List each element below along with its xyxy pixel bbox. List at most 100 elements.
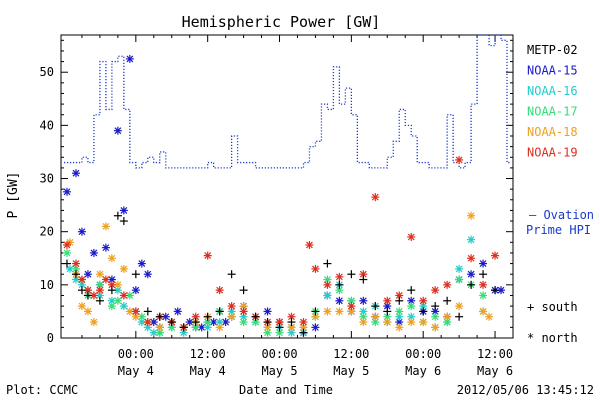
point-noaa-15 bbox=[137, 259, 146, 268]
x-tick-label: 00:00 bbox=[118, 347, 154, 361]
x-tick-date: May 6 bbox=[477, 364, 513, 378]
point-noaa-19 bbox=[62, 240, 71, 249]
footer-timestamp: 2012/05/06 13:45:12 bbox=[457, 383, 594, 397]
point-noaa-15 bbox=[125, 54, 134, 63]
point-noaa-19 bbox=[95, 286, 104, 295]
chart-title: Hemispheric Power [GW] bbox=[182, 13, 381, 31]
point-noaa-15 bbox=[89, 248, 98, 257]
point-metp-02 bbox=[263, 318, 272, 327]
point-noaa-19 bbox=[479, 280, 488, 289]
point-metp-02 bbox=[203, 312, 212, 321]
ovation-label-line1: — Ovation bbox=[529, 208, 594, 222]
legend-noaa-17: NOAA-17 bbox=[527, 105, 578, 119]
point-metp-02 bbox=[395, 296, 404, 305]
x-tick-date: May 4 bbox=[190, 364, 226, 378]
ovation-label-line2: Prime HPI bbox=[526, 223, 591, 237]
point-noaa-19 bbox=[71, 259, 80, 268]
point-noaa-19 bbox=[131, 307, 140, 316]
point-noaa-18 bbox=[407, 318, 416, 327]
point-noaa-18 bbox=[77, 302, 86, 311]
point-noaa-16 bbox=[467, 235, 476, 244]
point-metp-02 bbox=[71, 270, 80, 279]
point-noaa-15 bbox=[119, 206, 128, 215]
point-metp-02 bbox=[419, 307, 428, 316]
point-noaa-19 bbox=[77, 275, 86, 284]
point-noaa-15 bbox=[467, 270, 476, 279]
point-noaa-16 bbox=[407, 312, 416, 321]
point-noaa-18 bbox=[323, 307, 332, 316]
plot-frame bbox=[60, 34, 514, 339]
point-noaa-17 bbox=[275, 328, 284, 337]
point-noaa-18 bbox=[227, 312, 236, 321]
point-noaa-18 bbox=[455, 302, 464, 311]
point-noaa-18 bbox=[107, 254, 116, 263]
ovation-label: — Ovation Prime HPI bbox=[526, 208, 594, 237]
point-metp-02 bbox=[62, 259, 71, 268]
point-noaa-18 bbox=[95, 270, 104, 279]
legend-noaa-18: NOAA-18 bbox=[527, 125, 578, 139]
point-noaa-15 bbox=[335, 296, 344, 305]
point-metp-02 bbox=[191, 318, 200, 327]
point-metp-02 bbox=[167, 318, 176, 327]
point-noaa-15 bbox=[131, 286, 140, 295]
point-noaa-18 bbox=[83, 307, 92, 316]
point-metp-02 bbox=[335, 280, 344, 289]
point-noaa-16 bbox=[119, 302, 128, 311]
point-noaa-19 bbox=[299, 318, 308, 327]
point-noaa-16 bbox=[323, 291, 332, 300]
point-noaa-15 bbox=[143, 270, 152, 279]
point-metp-02 bbox=[251, 312, 260, 321]
point-noaa-18 bbox=[335, 307, 344, 316]
point-noaa-17 bbox=[167, 323, 176, 332]
y-tick-label: 10 bbox=[40, 278, 54, 292]
point-noaa-17 bbox=[323, 275, 332, 284]
point-metp-02 bbox=[179, 323, 188, 332]
point-noaa-17 bbox=[395, 307, 404, 316]
point-noaa-17 bbox=[407, 302, 416, 311]
footer-plot-credit: Plot: CCMC bbox=[6, 383, 78, 397]
point-noaa-15 bbox=[263, 307, 272, 316]
legend-noaa-15: NOAA-15 bbox=[527, 64, 578, 78]
point-noaa-18 bbox=[155, 323, 164, 332]
point-noaa-15 bbox=[113, 126, 122, 135]
point-noaa-15 bbox=[479, 259, 488, 268]
y-tick-label: 50 bbox=[40, 65, 54, 79]
point-noaa-19 bbox=[371, 193, 380, 202]
point-noaa-15 bbox=[221, 318, 230, 327]
x-axis: 00:00 May 4 12:00 May 4 00:00 May 5 12:00 May 5… bbox=[81, 35, 513, 378]
point-noaa-18 bbox=[419, 318, 428, 327]
point-noaa-16 bbox=[395, 312, 404, 321]
point-noaa-17 bbox=[455, 275, 464, 284]
point-noaa-17 bbox=[239, 318, 248, 327]
point-noaa-18 bbox=[479, 307, 488, 316]
point-noaa-19 bbox=[431, 286, 440, 295]
point-metp-02 bbox=[227, 270, 236, 279]
legend-noaa-16: NOAA-16 bbox=[527, 84, 578, 98]
point-noaa-19 bbox=[311, 264, 320, 273]
point-metp-02 bbox=[131, 270, 140, 279]
point-metp-02 bbox=[95, 296, 104, 305]
point-noaa-18 bbox=[467, 211, 476, 220]
x-tick-label: 00:00 bbox=[261, 347, 297, 361]
point-metp-02 bbox=[431, 302, 440, 311]
point-noaa-15 bbox=[77, 227, 86, 236]
point-noaa-18 bbox=[431, 323, 440, 332]
y-axis: 0 10 20 30 40 50 bbox=[40, 39, 513, 345]
point-metp-02 bbox=[407, 286, 416, 295]
point-noaa-15 bbox=[173, 307, 182, 316]
point-noaa-18 bbox=[119, 264, 128, 273]
point-metp-02 bbox=[491, 286, 500, 295]
x-tick-label: 12:00 bbox=[333, 347, 369, 361]
point-metp-02 bbox=[383, 307, 392, 316]
point-noaa-19 bbox=[239, 307, 248, 316]
x-tick-date: May 4 bbox=[118, 364, 154, 378]
point-noaa-18 bbox=[311, 312, 320, 321]
point-noaa-15 bbox=[101, 243, 110, 252]
y-tick-label: 30 bbox=[40, 172, 54, 186]
point-noaa-18 bbox=[215, 323, 224, 332]
point-metp-02 bbox=[371, 302, 380, 311]
point-noaa-18 bbox=[359, 318, 368, 327]
point-noaa-18 bbox=[371, 312, 380, 321]
x-tick-label: 12:00 bbox=[190, 347, 226, 361]
